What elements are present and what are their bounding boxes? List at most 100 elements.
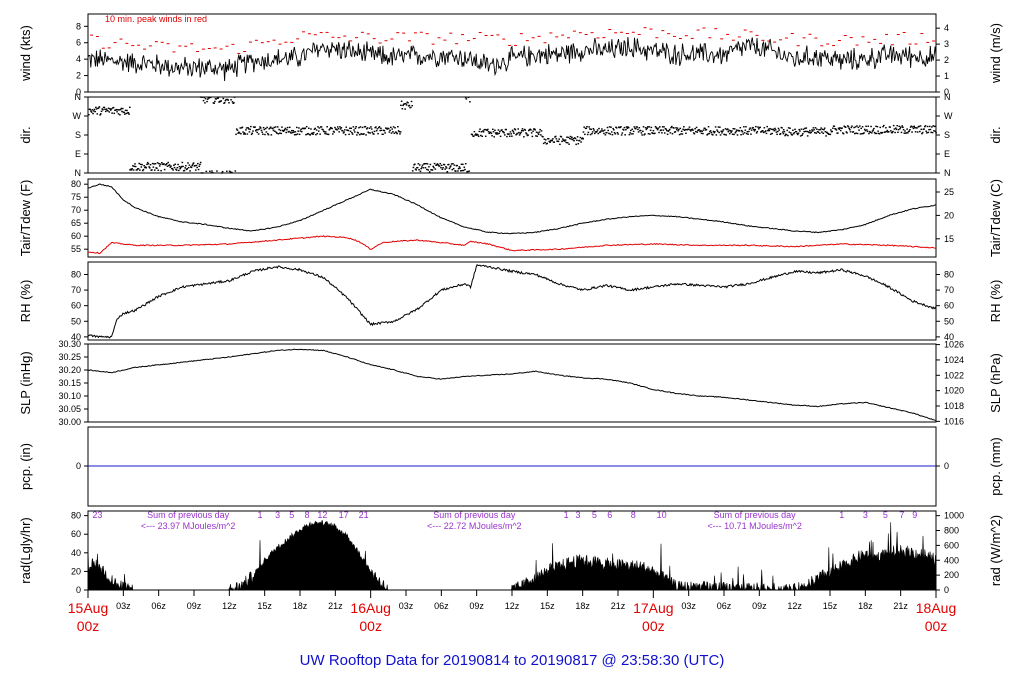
rh-line — [87, 263, 937, 339]
dir-ylabel-right: dir. — [988, 126, 1003, 143]
temp-ytick-label-left: 65 — [71, 218, 81, 228]
temp-ytick-label-right: 25 — [944, 187, 954, 197]
rad-ytick-label-right: 200 — [944, 570, 959, 580]
slp-ytick-label-left: 30.00 — [58, 417, 81, 427]
wind-ytick-label-left: 6 — [76, 38, 81, 48]
rh-ytick-label-right: 80 — [944, 269, 954, 279]
rh-ytick-label-left: 70 — [71, 285, 81, 295]
hour-mark-label: 21 — [359, 510, 369, 520]
wind-peak-note: 10 min. peak winds in red — [105, 14, 207, 24]
hour-mark-label: 10 — [657, 510, 667, 520]
hour-mark-label: 6 — [607, 510, 612, 520]
rh-ytick-label-right: 70 — [944, 285, 954, 295]
rh-ytick-label-left: 40 — [71, 332, 81, 342]
slp-ytick-label-left: 30.15 — [58, 378, 81, 388]
slp-line — [87, 348, 937, 421]
wind-ytick-label-left: 4 — [76, 54, 81, 64]
day-date-label: 18Aug — [916, 600, 956, 616]
wind-ytick-label-right: 1 — [944, 71, 949, 81]
temp-ytick-label-left: 55 — [71, 244, 81, 254]
rad-ytick-label-left: 80 — [71, 511, 81, 521]
x-tick-label: 18z — [858, 601, 873, 611]
slp-ytick-label-right: 1020 — [944, 386, 964, 396]
hour-mark-label: 1 — [564, 510, 569, 520]
x-tick-label: 12z — [222, 601, 237, 611]
slp-ylabel-right: SLP (hPa) — [988, 353, 1003, 413]
solar-radiation-area — [87, 520, 937, 592]
day-time-label: 00z — [359, 618, 382, 634]
wind-ytick-label-right: 2 — [944, 55, 949, 65]
rad-ytick-label-right: 800 — [944, 526, 959, 536]
x-tick-label: 15z — [540, 601, 555, 611]
dir-ytick-label-left: W — [73, 111, 82, 121]
x-tick-label: 03z — [399, 601, 414, 611]
rad-ytick-label-right: 1000 — [944, 511, 964, 521]
dir-ytick-label-right: S — [944, 130, 950, 140]
rh-ytick-label-left: 60 — [71, 301, 81, 311]
hour-mark-label: 3 — [275, 510, 280, 520]
rad-ytick-label-right: 400 — [944, 555, 959, 565]
x-tick-label: 06z — [717, 601, 732, 611]
dir-ytick-label-left: E — [75, 149, 81, 159]
slp-ylabel-left: SLP (inHg) — [18, 351, 33, 414]
rh-frame — [87, 261, 937, 341]
temp-ytick-label-right: 20 — [944, 210, 954, 220]
x-tick-label: 06z — [434, 601, 449, 611]
temp-frame — [87, 178, 937, 258]
wind-ytick-label-right: 0 — [944, 87, 949, 97]
temp-ytick-label-left: 60 — [71, 231, 81, 241]
temp-ytick-label-right: 15 — [944, 234, 954, 244]
slp-ytick-label-left: 30.10 — [58, 391, 81, 401]
rad-ytick-label-left: 40 — [71, 548, 81, 558]
hour-mark-label: 7 — [899, 510, 904, 520]
daily-sum-label: Sum of previous day — [147, 510, 230, 520]
rad-ytick-label-left: 60 — [71, 529, 81, 539]
daily-sum-label: Sum of previous day — [714, 510, 797, 520]
temp-panel: Tair/Tdew (F) Tair/Tdew (C) 55 60 65 70 75 80 15… — [18, 178, 1003, 258]
x-tick-label: 12z — [505, 601, 520, 611]
slp-ytick-label-right: 1024 — [944, 355, 964, 365]
pcp-ytick-label-left: 0 — [76, 461, 81, 471]
wind-ytick-label-left: 8 — [76, 21, 81, 31]
pcp-ytick-label-right: 0 — [944, 461, 949, 471]
dir-ytick-label-right: E — [944, 149, 950, 159]
dir-ytick-label-right: W — [944, 111, 953, 121]
rad-ytick-label-right: 600 — [944, 540, 959, 550]
rad-ytick-label-left: 0 — [76, 585, 81, 595]
x-tick-label: 21z — [328, 601, 343, 611]
x-tick-label: 03z — [681, 601, 696, 611]
rad-panel: rad(Lgly/hr) rad (W/m^2)02040608002004006… — [18, 510, 1003, 595]
hour-mark-label: 17 — [339, 510, 349, 520]
x-tick-label: 09z — [469, 601, 484, 611]
tair-line — [88, 183, 937, 235]
x-tick-label: 18z — [575, 601, 590, 611]
rh-ytick-label-left: 50 — [71, 316, 81, 326]
hour-mark-label: 3 — [863, 510, 868, 520]
x-tick-label: 15z — [257, 601, 272, 611]
rad-ylabel-left: rad(Lgly/hr) — [18, 517, 33, 583]
rad-ylabel-right: rad (W/m^2) — [988, 515, 1003, 586]
wind-direction-dots — [88, 96, 937, 174]
temp-ylabel-left: Tair/Tdew (F) — [18, 180, 33, 257]
wind-peak-marks — [90, 27, 936, 54]
rh-ytick-label-left: 80 — [71, 269, 81, 279]
tdew-line — [87, 235, 937, 255]
hour-mark-label: 3 — [575, 510, 580, 520]
rad-ytick-label-right: 0 — [944, 585, 949, 595]
rh-ytick-label-right: 50 — [944, 316, 954, 326]
day-time-label: 00z — [77, 618, 100, 634]
slp-frame — [87, 343, 937, 423]
day-time-label: 00z — [925, 618, 948, 634]
hour-mark-label: 5 — [592, 510, 597, 520]
slp-ytick-label-left: 30.05 — [58, 404, 81, 414]
x-tick-label: 06z — [151, 601, 166, 611]
x-tick-label: 09z — [752, 601, 767, 611]
day-date-label: 17Aug — [633, 600, 673, 616]
slp-ytick-label-left: 30.30 — [58, 339, 81, 349]
hour-mark-label: 23 — [92, 510, 102, 520]
hour-mark-label: 8 — [631, 510, 636, 520]
wind-ytick-label-left: 2 — [76, 71, 81, 81]
wind-ytick-label-left: 0 — [76, 87, 81, 97]
